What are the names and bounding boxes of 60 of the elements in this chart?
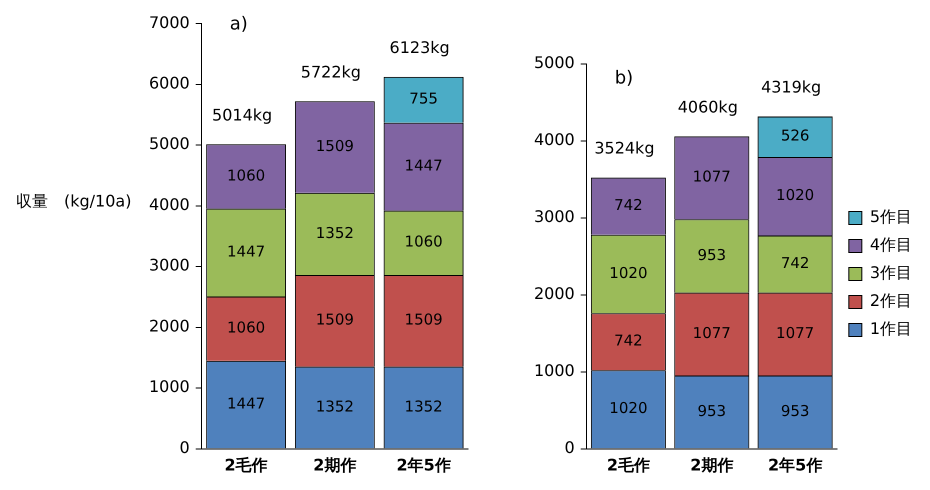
data-label: 1509 [404,310,443,329]
y-tick-label: 2000 [534,284,575,304]
y-tick-label: 0 [180,438,190,457]
data-label: 526 [780,126,810,145]
legend-label: 1作目 [870,319,912,338]
chart-title: b) [614,68,634,89]
y-tick-label: 5000 [534,53,575,72]
x-tick-label: 2期作 [690,456,734,475]
y-tick-label: 4000 [149,194,190,214]
y-tick-label: 1000 [149,377,190,396]
x-tick-label: 2毛作 [606,456,650,475]
data-label: 1447 [227,394,266,412]
total-label: 4060kg [678,98,738,116]
y-tick-label: 6000 [149,74,190,92]
data-label: 1077 [776,324,814,342]
y-tick-label: 7000 [149,12,190,32]
data-label: 953 [780,402,810,420]
total-label: 3524kg [594,138,654,158]
x-tick-label: 2期作 [313,456,356,475]
total-label: 5014kg [212,105,272,124]
y-tick-label: 5000 [149,134,190,154]
data-label: 755 [409,90,438,108]
y-tick-label: 4000 [534,130,575,150]
total-label: 4319kg [761,78,822,97]
data-label: 1060 [404,232,443,251]
data-label: 953 [697,246,726,264]
legend-label: 4作目 [870,235,912,254]
total-label: 6123kg [390,38,450,58]
data-label: 1509 [316,310,354,329]
data-label: 1352 [316,224,354,242]
data-label: 1352 [404,397,443,416]
data-label: 1077 [692,168,731,186]
y-tick-label: 0 [564,438,575,457]
data-label: 1020 [776,186,814,204]
y-tick-label: 3000 [149,256,190,275]
data-label: 742 [780,254,810,272]
data-label: 953 [697,402,726,420]
chart-title: a) [230,13,248,34]
data-label: 1060 [227,318,266,337]
data-label: 1060 [227,166,266,184]
data-label: 1020 [609,264,648,282]
data-label: 1020 [609,399,648,418]
x-tick-label: 2毛作 [224,456,268,475]
y-tick-label: 1000 [534,360,575,380]
legend-label: 3作目 [870,263,912,282]
data-label: 742 [614,196,643,214]
x-tick-label: 2年5作 [396,456,451,475]
y-tick-label: 2000 [149,316,190,336]
legend-label: 5作目 [870,207,912,226]
data-label: 742 [614,332,643,350]
y-axis-title: 収量 (kg/10a) [16,191,132,210]
data-label: 1447 [227,242,266,260]
y-tick-label: 3000 [534,207,575,226]
data-label: 1509 [316,136,354,155]
data-label: 1447 [404,156,443,175]
total-label: 5722kg [300,62,361,82]
data-label: 1352 [316,397,354,416]
data-label: 1077 [692,324,731,342]
x-tick-label: 2年5作 [768,456,822,475]
legend-label: 2作目 [870,291,912,310]
